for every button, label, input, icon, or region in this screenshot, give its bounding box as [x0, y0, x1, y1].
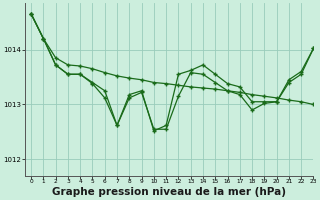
X-axis label: Graphe pression niveau de la mer (hPa): Graphe pression niveau de la mer (hPa) — [52, 187, 286, 197]
